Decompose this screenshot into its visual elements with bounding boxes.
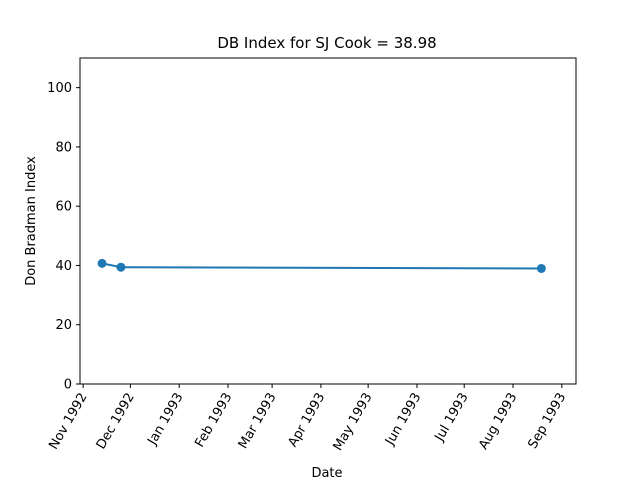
series-group [97,258,546,273]
plot-area [79,57,577,385]
y-tick-label: 60 [55,200,72,215]
data-point [536,263,546,273]
y-tick-label: 100 [47,81,72,96]
data-point [97,258,107,268]
y-tick-label: 40 [55,259,72,274]
data-point [116,262,126,272]
y-axis: 0 20 40 60 80 100 [47,81,80,393]
y-axis-label: Don Bradman Index [24,156,39,286]
chart-title: DB Index for SJ Cook = 38.98 [217,34,436,52]
y-tick-label: 0 [64,378,72,393]
y-tick-label: 80 [55,140,72,155]
x-axis-label: Date [311,466,342,480]
y-tick-label: 20 [55,318,72,333]
